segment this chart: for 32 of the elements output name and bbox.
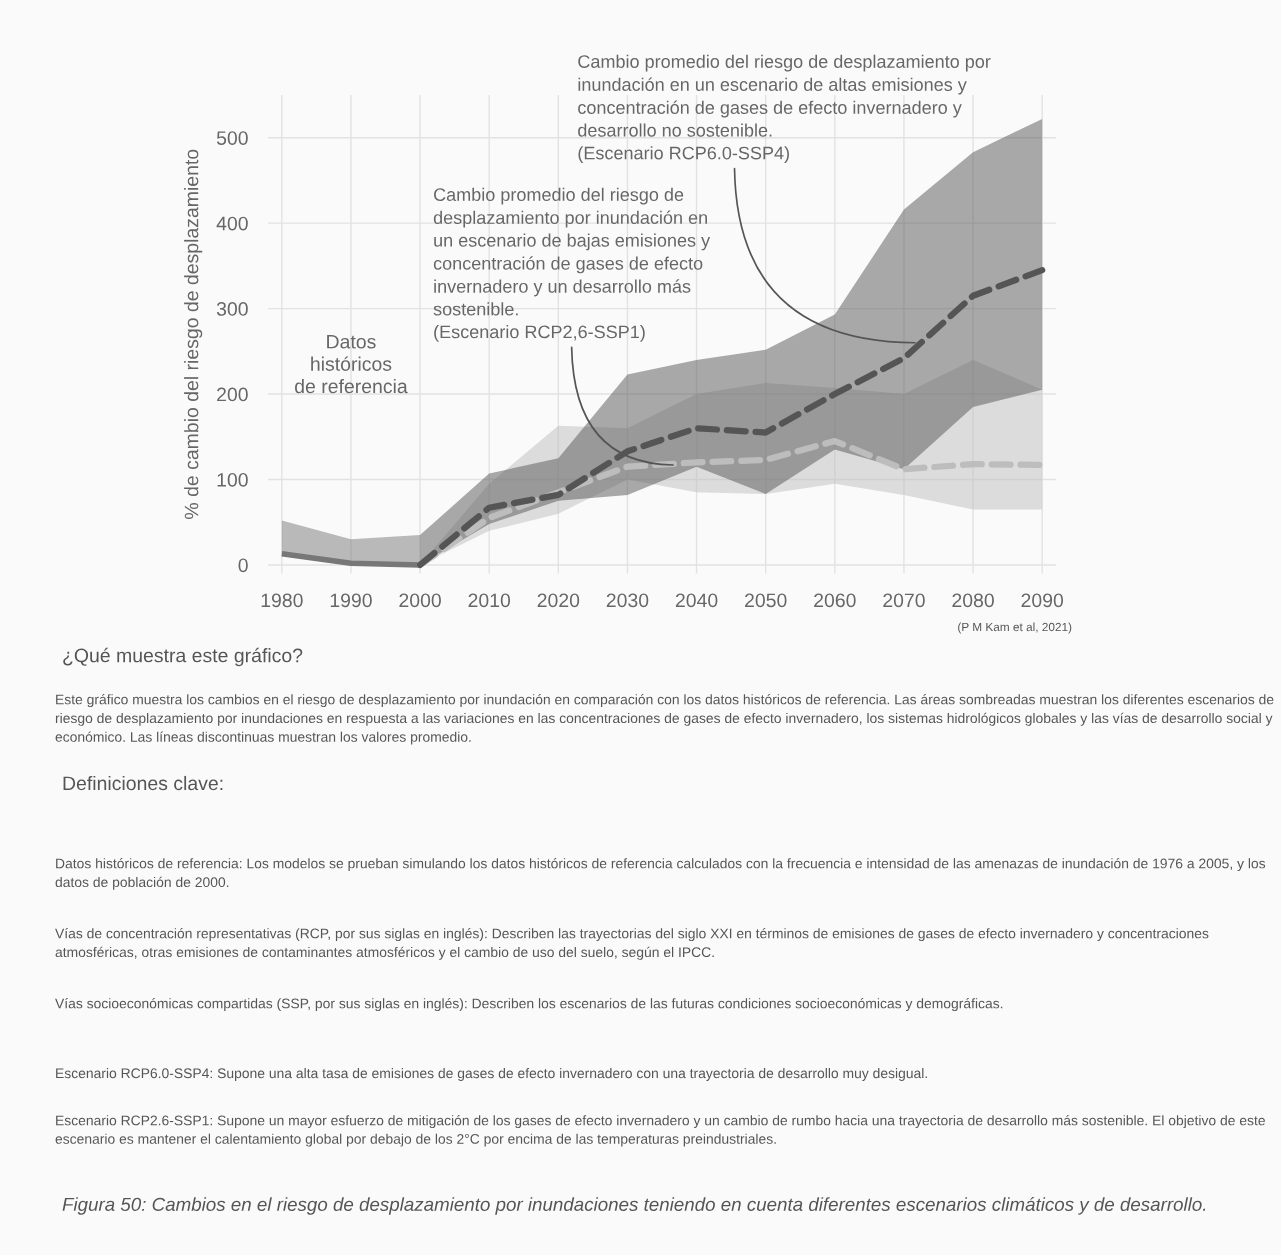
text: ¿Qué muestra este gráfico? <box>63 647 303 667</box>
x-tick-label: 1980 <box>261 593 303 608</box>
x-tick-label: 2010 <box>468 593 511 608</box>
annotation: Cambio promedio del riesgo de desplazamiento por inundación en un escenario de altas emisiones y concentración de gases de efecto invernadero y desarrollo no sostenible. (Escenario RCP6.0-SSP4) <box>578 54 991 163</box>
text: Datos históricos de referencia: Los modelos se prueban simulando los datos históricos de referencia calculados con la frecuencia e intensidad de las amenazas de inundación de 1976 a 2005, y los datos de población de 2000. <box>55 858 1266 890</box>
x-tick-label: 2060 <box>814 593 856 608</box>
annotation: Datos históricos de referencia <box>295 334 408 394</box>
text: Vías socioeconómicas compartidas (SSP, por sus siglas en inglés): Describen los escenarios de las futuras condiciones socioeconómicas y demográficas. <box>55 998 1003 1012</box>
y-tick-label: 300 <box>216 302 248 316</box>
y-tick-label: 500 <box>216 131 248 145</box>
x-tick-label: 2050 <box>745 593 787 608</box>
text: Este gráfico muestra los cambios en el riesgo de desplazamiento por inundación en comparación con los datos históricos de referencia. Las áreas sombreadas muestran los diferentes escenarios de riesgo de desplazamiento por inundaciones en respuesta a las variaciones en las concentraciones de gases de efecto invernadero, los sistemas hidrológicos globales y las vías de desarrollo social y económico. Las líneas discontinuas muestran los valores promedio. <box>55 694 1274 745</box>
y-tick-label: 0 <box>238 558 248 573</box>
x-tick-label: 2070 <box>883 593 925 608</box>
x-tick-label: 2020 <box>537 593 580 608</box>
x-tick-label: 2040 <box>675 593 718 608</box>
text: Escenario RCP6.0-SSP4: Supone una alta tasa de emisiones de gases de efecto invernadero con una trayectoria de desarrollo muy desigual. <box>56 1068 927 1081</box>
annotation: Cambio promedio del riesgo de desplazamiento por inundación en un escenario de bajas emisiones y concentración de gases de efecto invernadero y un desarrollo más sostenible. (Escenario RCP2,6-SSP1) <box>433 187 711 342</box>
text: Definiciones clave: <box>63 775 223 791</box>
x-tick-label: 2080 <box>952 593 994 608</box>
x-tick-label: 1990 <box>330 593 372 608</box>
x-tick-label: 2090 <box>1021 593 1064 608</box>
x-tick-label: 2030 <box>606 593 649 608</box>
text: (P M Kam et al, 2021) <box>958 622 1072 634</box>
text: Figura 50: Cambios en el riesgo de desplazamiento por inundaciones teniendo en cuenta diferentes escenarios climáticos y de desarrollo. <box>62 1197 1206 1215</box>
x-tick-label: 2000 <box>399 593 441 608</box>
text: Vías de concentración representativas (RCP, por sus siglas en inglés): Describen las trayectorias del siglo XXI en términos de emisiones de gases de efecto invernadero y concentraciones atmosféricas, otras emisiones de contaminantes atmosféricos y el cambio de uso del suelo, según el IPCC. <box>55 928 1209 960</box>
y-tick-label: 100 <box>217 472 248 487</box>
y-tick-label: 400 <box>216 216 248 231</box>
y-axis-title: % de cambio del riesgo de desplazamiento <box>184 149 203 519</box>
text: Escenario RCP2.6-SSP1: Supone un mayor esfuerzo de mitigación de los gases de efecto invernadero y un cambio de rumbo hacia una trayectoria de desarrollo más sostenible. El objetivo de este escenario es mantener el calentamiento global por debajo de los 2°C por encima de las temperaturas preindustriales. <box>55 1115 1265 1147</box>
y-tick-label: 200 <box>217 387 248 402</box>
